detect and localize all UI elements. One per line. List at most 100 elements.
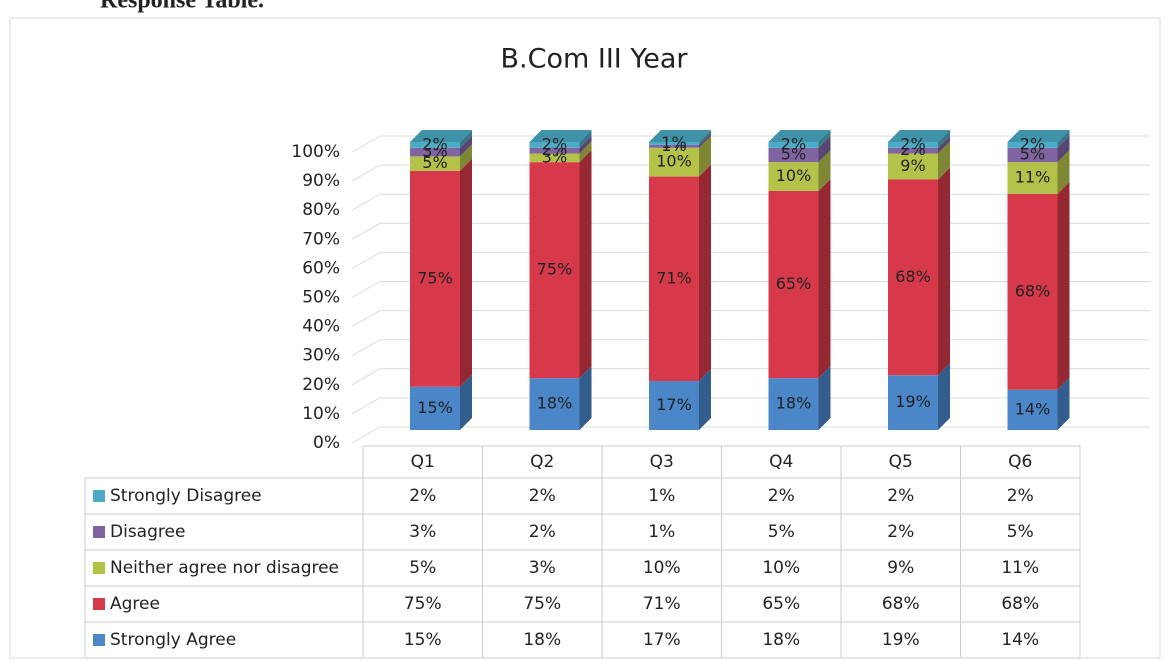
bar-side [1057, 181, 1070, 390]
bar-side [579, 366, 592, 430]
table-value: 2% [887, 522, 914, 542]
data-label: 2% [1020, 134, 1045, 153]
y-tick-label: 80% [302, 200, 340, 220]
data-label: 75% [417, 268, 453, 287]
bar-segment [410, 147, 460, 157]
table-value: 65% [762, 594, 800, 614]
legend-swatch [93, 490, 105, 502]
bar-side [938, 141, 950, 180]
bar-side [579, 141, 592, 163]
data-label: 10% [656, 152, 692, 171]
bar-segment [649, 142, 699, 145]
table-value: 2% [529, 522, 556, 542]
table-value: 75% [523, 594, 561, 614]
data-label: 5% [781, 144, 806, 163]
bar-side [818, 366, 831, 430]
y-tick-label: 90% [302, 171, 340, 191]
bar-side [699, 164, 711, 382]
table-value: 3% [409, 522, 436, 542]
bar-side [699, 130, 711, 145]
bar-side [699, 369, 711, 430]
data-label: 65% [776, 274, 812, 293]
table-value: 2% [529, 486, 556, 506]
x-tick-label: Q4 [769, 452, 793, 472]
y-tick-label: 20% [302, 375, 340, 395]
bar-segment [888, 179, 938, 376]
bar-segment [768, 378, 819, 430]
bar-side [938, 130, 950, 148]
y-tick-label: 30% [302, 346, 340, 366]
bar-segment [1007, 142, 1058, 148]
bar-segment [410, 386, 460, 430]
table-value: 1% [648, 486, 675, 506]
bar-side [460, 144, 472, 171]
bar-segment [529, 142, 580, 148]
bar-segment [888, 147, 938, 154]
bar-side [1057, 377, 1070, 430]
x-tick-label: Q5 [889, 452, 913, 472]
bar-side [699, 135, 711, 177]
data-label: 75% [537, 260, 573, 279]
table-value: 2% [768, 486, 795, 506]
bar-segment [529, 147, 580, 154]
chart-title: B.Com III Year [501, 44, 689, 75]
bar-segment [888, 142, 938, 148]
data-label: 15% [417, 398, 453, 417]
table-value: 2% [887, 486, 914, 506]
data-label: 18% [776, 394, 812, 413]
bar-top [529, 130, 592, 142]
data-label: 2% [781, 134, 806, 153]
legend-swatch [93, 526, 105, 538]
grid-line [351, 135, 1150, 153]
data-label: 71% [656, 268, 692, 287]
data-label: 10% [776, 166, 812, 185]
bar-top [768, 130, 831, 142]
bar-side [818, 150, 831, 191]
legend-label: Disagree [110, 522, 185, 542]
bar-segment [1007, 147, 1058, 163]
bar-side [460, 135, 472, 157]
data-label: 9% [900, 156, 925, 175]
x-tick-label: Q6 [1008, 452, 1032, 472]
bar-top [1007, 130, 1070, 142]
table-value: 68% [1001, 594, 1039, 614]
data-label: 1% [661, 133, 686, 152]
table-value: 71% [643, 594, 681, 614]
bar-segment [649, 144, 699, 148]
table-value: 5% [1007, 522, 1034, 542]
bar-segment [1007, 162, 1058, 194]
bar-top [410, 130, 472, 142]
bar-side [938, 135, 950, 154]
x-tick-label: Q2 [530, 452, 554, 472]
table-value: 10% [643, 558, 681, 578]
data-label: 11% [1015, 168, 1051, 187]
bar-side [579, 135, 592, 154]
bar-segment [529, 378, 580, 430]
table-value: 5% [409, 558, 436, 578]
data-label: 5% [422, 153, 447, 172]
table-value: 3% [529, 558, 556, 578]
legend-swatch [93, 598, 105, 610]
table-value: 14% [1001, 630, 1039, 650]
legend-swatch [93, 634, 105, 646]
bar-segment [410, 142, 460, 148]
table-value: 10% [762, 558, 800, 578]
legend-swatch [93, 562, 105, 574]
bar-side [1057, 130, 1070, 148]
y-tick-label: 10% [302, 404, 340, 424]
legend-label: Agree [110, 594, 160, 614]
bar-side [938, 363, 950, 430]
legend-label: Neither agree nor disagree [110, 558, 339, 578]
data-label: 18% [537, 394, 573, 413]
table-value: 5% [768, 522, 795, 542]
bar-segment [888, 375, 938, 430]
data-label: 14% [1015, 399, 1051, 418]
data-label: 19% [895, 392, 931, 411]
bar-side [1057, 150, 1070, 194]
bar-side [579, 150, 592, 379]
bar-segment [768, 142, 819, 148]
bar-top [649, 130, 711, 142]
bar-segment [649, 381, 699, 430]
